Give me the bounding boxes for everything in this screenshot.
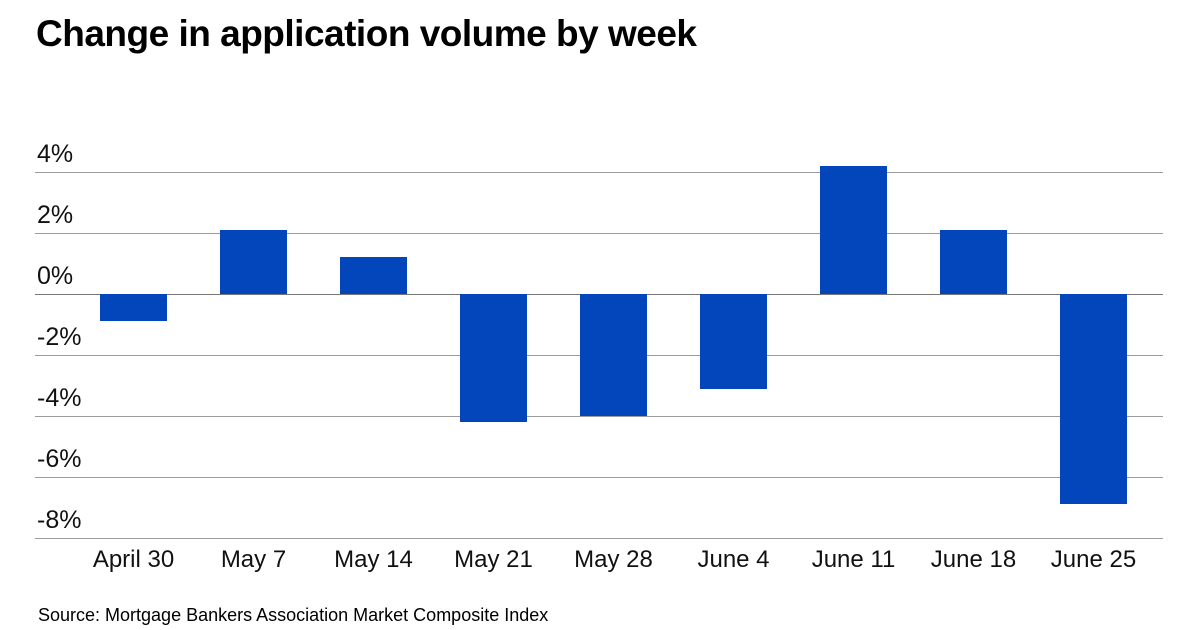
bar-may-28	[580, 294, 647, 416]
bar-april-30	[100, 294, 167, 322]
x-tick-label: June 25	[1050, 546, 1137, 573]
y-tick-label: -2%	[37, 323, 82, 351]
y-tick-label: -6%	[37, 445, 82, 473]
source-note: Source: Mortgage Bankers Association Mar…	[38, 605, 549, 625]
bar-may-7	[220, 229, 287, 294]
chart-title: Change in application volume by week	[36, 13, 697, 54]
bar-may-21	[460, 294, 527, 423]
y-tick-label: -4%	[37, 384, 82, 412]
gridline	[35, 538, 1163, 539]
x-tick-label: April 30	[92, 546, 175, 573]
x-tick-label: June 11	[811, 546, 896, 573]
gridline	[35, 477, 1163, 478]
bar-june-11	[820, 165, 887, 294]
y-tick-label: -8%	[37, 506, 82, 534]
y-tick-label: 2%	[37, 201, 74, 229]
x-tick-label: June 18	[930, 546, 1017, 573]
bar-june-18	[940, 229, 1007, 294]
x-tick-label: June 4	[697, 546, 770, 573]
bar-june-4	[700, 294, 767, 389]
x-tick-label: May 28	[574, 546, 653, 573]
x-tick-label: May 14	[334, 546, 413, 573]
gridline	[35, 416, 1163, 417]
y-tick-label: 0%	[37, 262, 74, 290]
gridline	[35, 172, 1163, 173]
y-tick-label: 4%	[37, 140, 74, 168]
x-tick-label: May 21	[454, 546, 533, 573]
gridline	[35, 233, 1163, 234]
bar-may-14	[340, 257, 407, 294]
x-tick-label: May 7	[220, 546, 287, 573]
bar-june-25	[1060, 294, 1127, 505]
